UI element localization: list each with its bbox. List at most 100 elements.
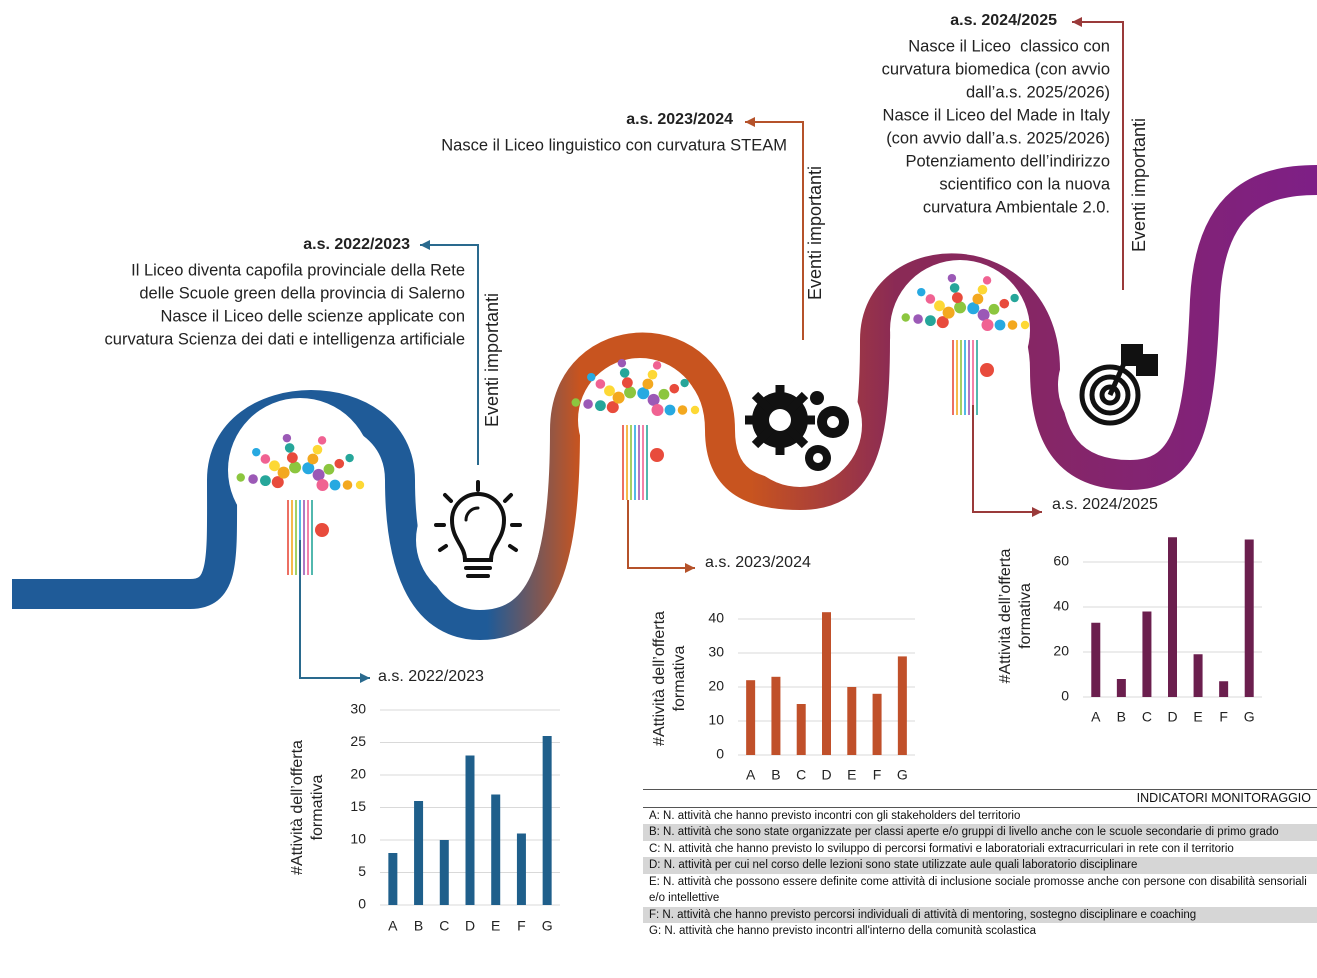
event-line: dall’a.s. 2025/2026) bbox=[966, 83, 1110, 101]
brain-dot bbox=[669, 383, 680, 394]
brain-dot bbox=[329, 479, 341, 491]
brain-dot bbox=[664, 404, 676, 416]
x-tick-label: B bbox=[1117, 709, 1126, 725]
brain-dot bbox=[617, 358, 627, 368]
bar bbox=[1219, 681, 1229, 697]
event-connector-head bbox=[745, 117, 755, 127]
legend: INDICATORI MONITORAGGIO A: N. attività c… bbox=[643, 789, 1317, 940]
brain-dot bbox=[342, 480, 353, 490]
chart-connector-head bbox=[1032, 507, 1042, 517]
event-connector-head bbox=[420, 240, 430, 250]
y-axis-label: #Attività dell’offerta bbox=[289, 740, 306, 875]
brain-dot bbox=[988, 303, 1000, 315]
bar bbox=[1244, 539, 1254, 697]
x-tick-label: A bbox=[746, 767, 756, 783]
brain-dot bbox=[642, 378, 654, 390]
brain-dot bbox=[647, 369, 658, 380]
circle bbox=[1058, 323, 1182, 447]
x-tick-label: F bbox=[873, 767, 882, 783]
y-axis-label: formativa bbox=[671, 646, 688, 712]
target-icon bbox=[1079, 344, 1158, 426]
y-tick-label: 30 bbox=[350, 701, 366, 717]
y-tick-label: 20 bbox=[350, 766, 366, 782]
brain-dot bbox=[1007, 320, 1018, 330]
brain-dot bbox=[621, 377, 633, 389]
legend-item: B: N. attività che sono state organizzat… bbox=[643, 824, 1317, 841]
y-tick-label: 15 bbox=[350, 798, 366, 814]
gears-icon bbox=[745, 385, 849, 471]
event-line: Nasce il Liceo del Made in Italy bbox=[883, 106, 1111, 124]
brain-dot bbox=[312, 444, 323, 455]
bar bbox=[388, 853, 398, 905]
bar bbox=[1142, 611, 1152, 697]
x-tick-label: G bbox=[897, 767, 908, 783]
event-line: scientifico con la nuova bbox=[939, 175, 1110, 193]
event-tag: Eventi importanti bbox=[1129, 118, 1149, 252]
x-tick-label: G bbox=[542, 918, 553, 934]
chart-title: a.s. 2024/2025 bbox=[1052, 496, 1158, 513]
event-tag: Eventi importanti bbox=[482, 293, 502, 427]
x-tick-label: D bbox=[821, 767, 831, 783]
brain-dot bbox=[949, 283, 960, 293]
brain-dot bbox=[595, 400, 606, 412]
brain-dot bbox=[981, 319, 994, 331]
y-tick-label: 40 bbox=[1053, 598, 1069, 614]
bar bbox=[414, 801, 424, 905]
legend-title: INDICATORI MONITORAGGIO bbox=[643, 790, 1317, 808]
brain-dot bbox=[334, 458, 345, 469]
bar bbox=[516, 833, 526, 905]
brain-dot bbox=[901, 313, 910, 322]
chart-connector bbox=[972, 405, 1042, 513]
brain-dot bbox=[583, 399, 593, 409]
brain-dot bbox=[624, 386, 637, 399]
y-tick-label: 40 bbox=[708, 610, 724, 626]
brain-dot bbox=[595, 379, 606, 389]
legend-item: G: N. attività che hanno previsto incont… bbox=[649, 925, 1037, 937]
circle bbox=[578, 358, 702, 482]
brain-dot bbox=[317, 436, 327, 445]
brain-dot bbox=[619, 368, 630, 378]
x-tick-label: G bbox=[1244, 709, 1255, 725]
x-tick-label: E bbox=[491, 918, 500, 934]
event-connector-head bbox=[1072, 17, 1082, 27]
brain-dot bbox=[269, 460, 280, 472]
brain-dot bbox=[345, 453, 354, 463]
x-tick-label: D bbox=[465, 918, 475, 934]
bar bbox=[746, 680, 756, 755]
event-line: (con avvio dall’a.s. 2025/2026) bbox=[886, 129, 1110, 147]
y-tick-label: 10 bbox=[708, 712, 724, 728]
bar bbox=[439, 840, 449, 905]
x-tick-label: B bbox=[771, 767, 780, 783]
brain-dot bbox=[307, 453, 319, 465]
brain-dot bbox=[972, 293, 984, 305]
brain-dot bbox=[917, 287, 926, 297]
brain-dot bbox=[647, 393, 660, 406]
legend-item: A: N. attività che hanno previsto incont… bbox=[649, 809, 1021, 822]
brain-dot bbox=[284, 443, 295, 453]
brain-dot bbox=[967, 302, 980, 315]
event-title: a.s. 2023/2024 bbox=[626, 111, 733, 128]
circle bbox=[890, 260, 1030, 400]
y-tick-label: 20 bbox=[1053, 643, 1069, 659]
chart-connector bbox=[299, 540, 370, 679]
brain-dot bbox=[680, 378, 689, 388]
brain-dot bbox=[252, 447, 261, 457]
x-tick-label: C bbox=[1142, 709, 1152, 725]
circle bbox=[416, 478, 540, 602]
brain-dot bbox=[999, 298, 1010, 309]
event-line: Nasce il Liceo delle scienze applicate c… bbox=[160, 307, 465, 325]
brain-dot bbox=[282, 433, 292, 443]
brain-dot bbox=[323, 463, 335, 475]
brain-dot bbox=[606, 401, 619, 414]
x-tick-label: E bbox=[1193, 709, 1202, 725]
bar bbox=[897, 656, 907, 755]
brain-dot bbox=[604, 385, 615, 397]
event-connector bbox=[745, 121, 804, 340]
brain-dot bbox=[355, 480, 365, 490]
brain-dot bbox=[587, 372, 596, 382]
bar bbox=[465, 755, 475, 905]
brain-dot bbox=[980, 363, 994, 377]
brain-dot bbox=[315, 523, 329, 537]
brain-dot bbox=[658, 388, 670, 400]
event-tag: Eventi importanti bbox=[805, 166, 825, 300]
